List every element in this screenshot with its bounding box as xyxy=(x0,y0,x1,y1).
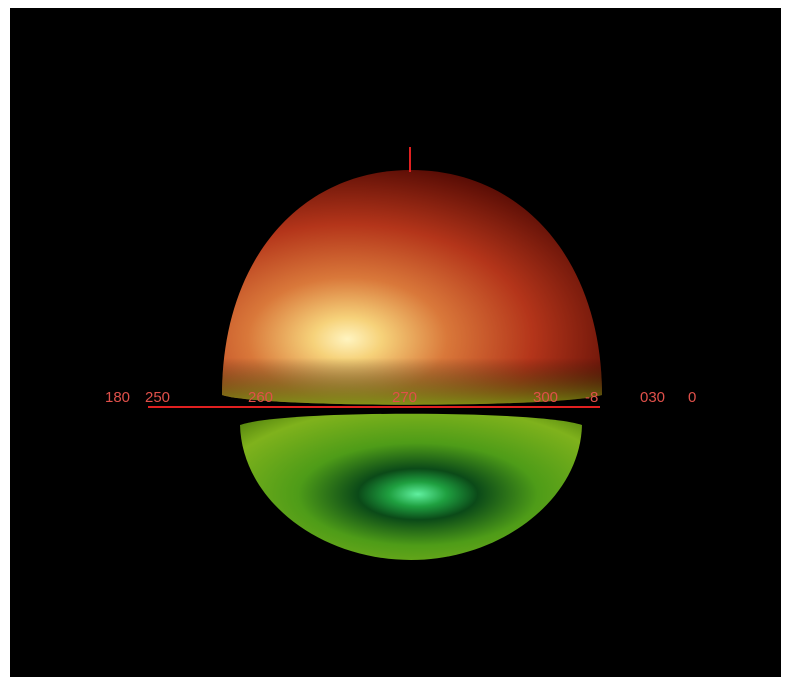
axis-label: 030 xyxy=(640,389,665,406)
axis-label: 270 xyxy=(392,389,417,406)
axis-label: 300 xyxy=(533,389,558,406)
upper-lobe-shade xyxy=(222,170,602,405)
axis-label: -8 xyxy=(585,389,598,406)
axis-label: 260 xyxy=(248,389,273,406)
axis-label: 0 xyxy=(688,389,696,406)
lower-lobe xyxy=(240,413,582,560)
axis-label: 250 xyxy=(145,389,170,406)
axis-label: 180 xyxy=(105,389,130,406)
axis-labels: 180 250 260 270 300 -8 030 0 xyxy=(105,389,696,406)
